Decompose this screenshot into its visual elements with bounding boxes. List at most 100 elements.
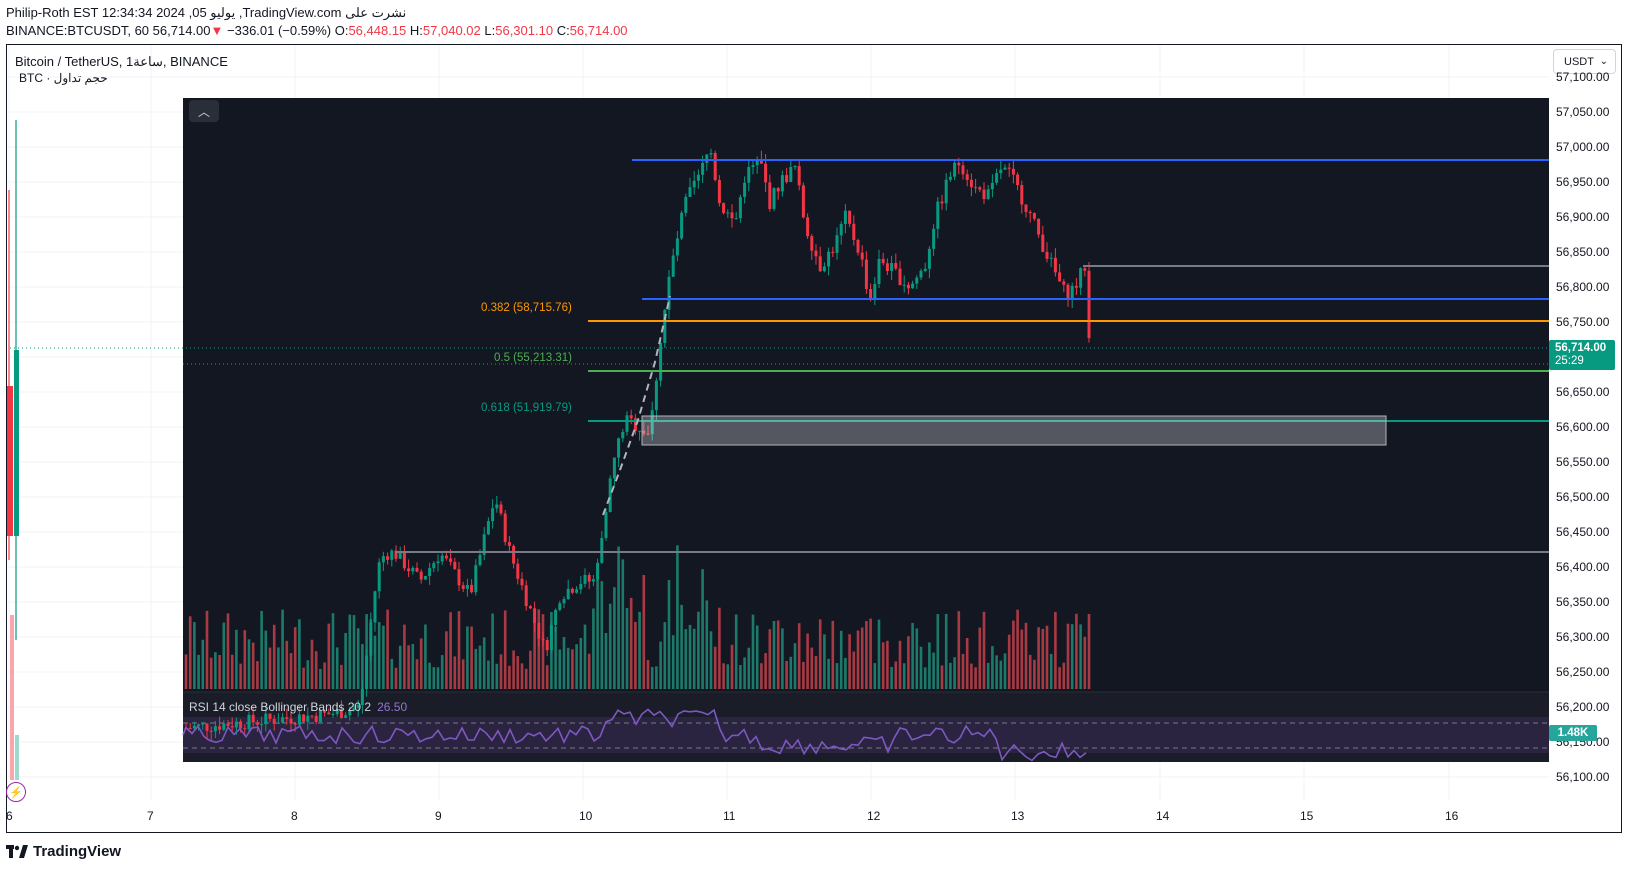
candle-up [780,175,784,192]
left-strip [7,120,19,780]
volume-bar [596,566,599,689]
candle-down [776,188,780,192]
currency-button[interactable]: USDT ⌄ [1553,49,1616,74]
candle-down [243,728,247,730]
candle-down [848,210,852,224]
candle-up [197,724,201,726]
tradingview-logo[interactable]: TradingView [6,843,121,860]
low-value: 56,301.10 [495,23,554,38]
volume-bar [436,667,440,689]
volume-bar [886,640,889,689]
volume-bar [327,623,331,689]
candle-up [331,714,335,715]
candle-down [1087,270,1091,339]
candle-up [234,721,238,728]
candle-up [680,212,684,239]
volume-bar [281,609,284,689]
candle-down [869,289,873,300]
volume-bar [424,624,427,689]
volume-bar [957,611,961,689]
volume-bar [197,654,200,689]
candle-down [285,717,289,719]
volume-bar [726,664,730,689]
volume-bar [226,613,230,689]
volume-bar [743,657,746,689]
volume-bar [978,627,982,689]
volume-bar [785,661,788,689]
volume-bar [587,653,591,689]
candle-up [222,723,226,730]
volume-bar [747,647,751,689]
symbol-title[interactable]: Bitcoin / TetherUS, 1ساعة, BINANCE [15,54,228,69]
volume-bar [936,614,940,689]
price-axis-label: 56,550.00 [1556,455,1610,469]
candle-down [797,166,801,186]
candle-up [755,160,759,166]
volume-bar [655,666,658,689]
price-axis-label: 56,650.00 [1556,385,1610,399]
price-axis-label: 57,100.00 [1556,70,1610,84]
candle-up [747,167,751,183]
candle-up [583,575,587,584]
candle-down [646,433,650,435]
demand-zone[interactable] [641,415,1387,446]
candle-down [629,415,633,419]
volume-bar [638,611,641,689]
volume-bar [407,645,410,689]
candle-up [743,182,747,197]
bolt-icon[interactable]: ⚡ [6,782,26,802]
volume-bar [474,648,478,689]
volume-bar [533,616,536,689]
candle-up [306,715,310,722]
candle-up [495,504,499,509]
volume-bar [1054,611,1057,689]
candle-down [205,723,209,731]
chevron-up-icon[interactable]: ︿ [189,100,219,122]
time-axis-label: 13 [1011,809,1025,823]
volume-bar [894,661,898,689]
price-axis-label: 56,900.00 [1556,210,1610,224]
price-axis-label: 56,450.00 [1556,525,1610,539]
volume-bar [944,614,948,689]
candle-down [961,165,965,175]
volume-bar [902,663,906,689]
volume-bar [440,655,444,689]
volume-bar [449,612,452,689]
candle-up [663,309,667,343]
volume-bar [386,609,389,689]
volume-legend[interactable]: BTC · حجم تداول [19,71,108,85]
candle-up [789,167,793,182]
candle-up [247,714,251,730]
candle-down [881,258,885,264]
candle-up [986,189,990,200]
candle-up [625,415,629,432]
candle-up [436,561,440,564]
volume-bar [520,663,524,689]
candle-down [461,585,465,589]
candle-up [558,603,562,610]
volume-bar [243,630,247,689]
last-price-tag: 56,714.00 25:29 [1549,340,1615,370]
bar-countdown: 25:29 [1555,355,1584,367]
volume-bar [621,559,625,689]
rsi-legend[interactable]: RSI 14 close Bollinger Bands 20 2 26.50 [189,700,407,714]
candle-up [264,713,268,725]
time-axis-label: 10 [579,809,593,823]
volume-bar [1087,614,1091,689]
volume-bar [184,654,188,689]
tradingview-logo-icon [6,845,28,858]
candle-down [209,730,213,732]
candle-down [1016,174,1020,185]
candle-down [289,718,293,724]
candle-down [537,622,541,639]
volume-bar [583,624,587,689]
candle-down [226,723,230,727]
volume-bar [1033,659,1036,689]
candle-up [822,266,826,272]
candle-up [486,521,490,535]
price-change: −336.01 (−0.59%) [227,23,332,38]
volume-bar [713,646,717,689]
trend-dashed-line[interactable] [602,295,671,516]
volume-bar [1020,629,1024,689]
